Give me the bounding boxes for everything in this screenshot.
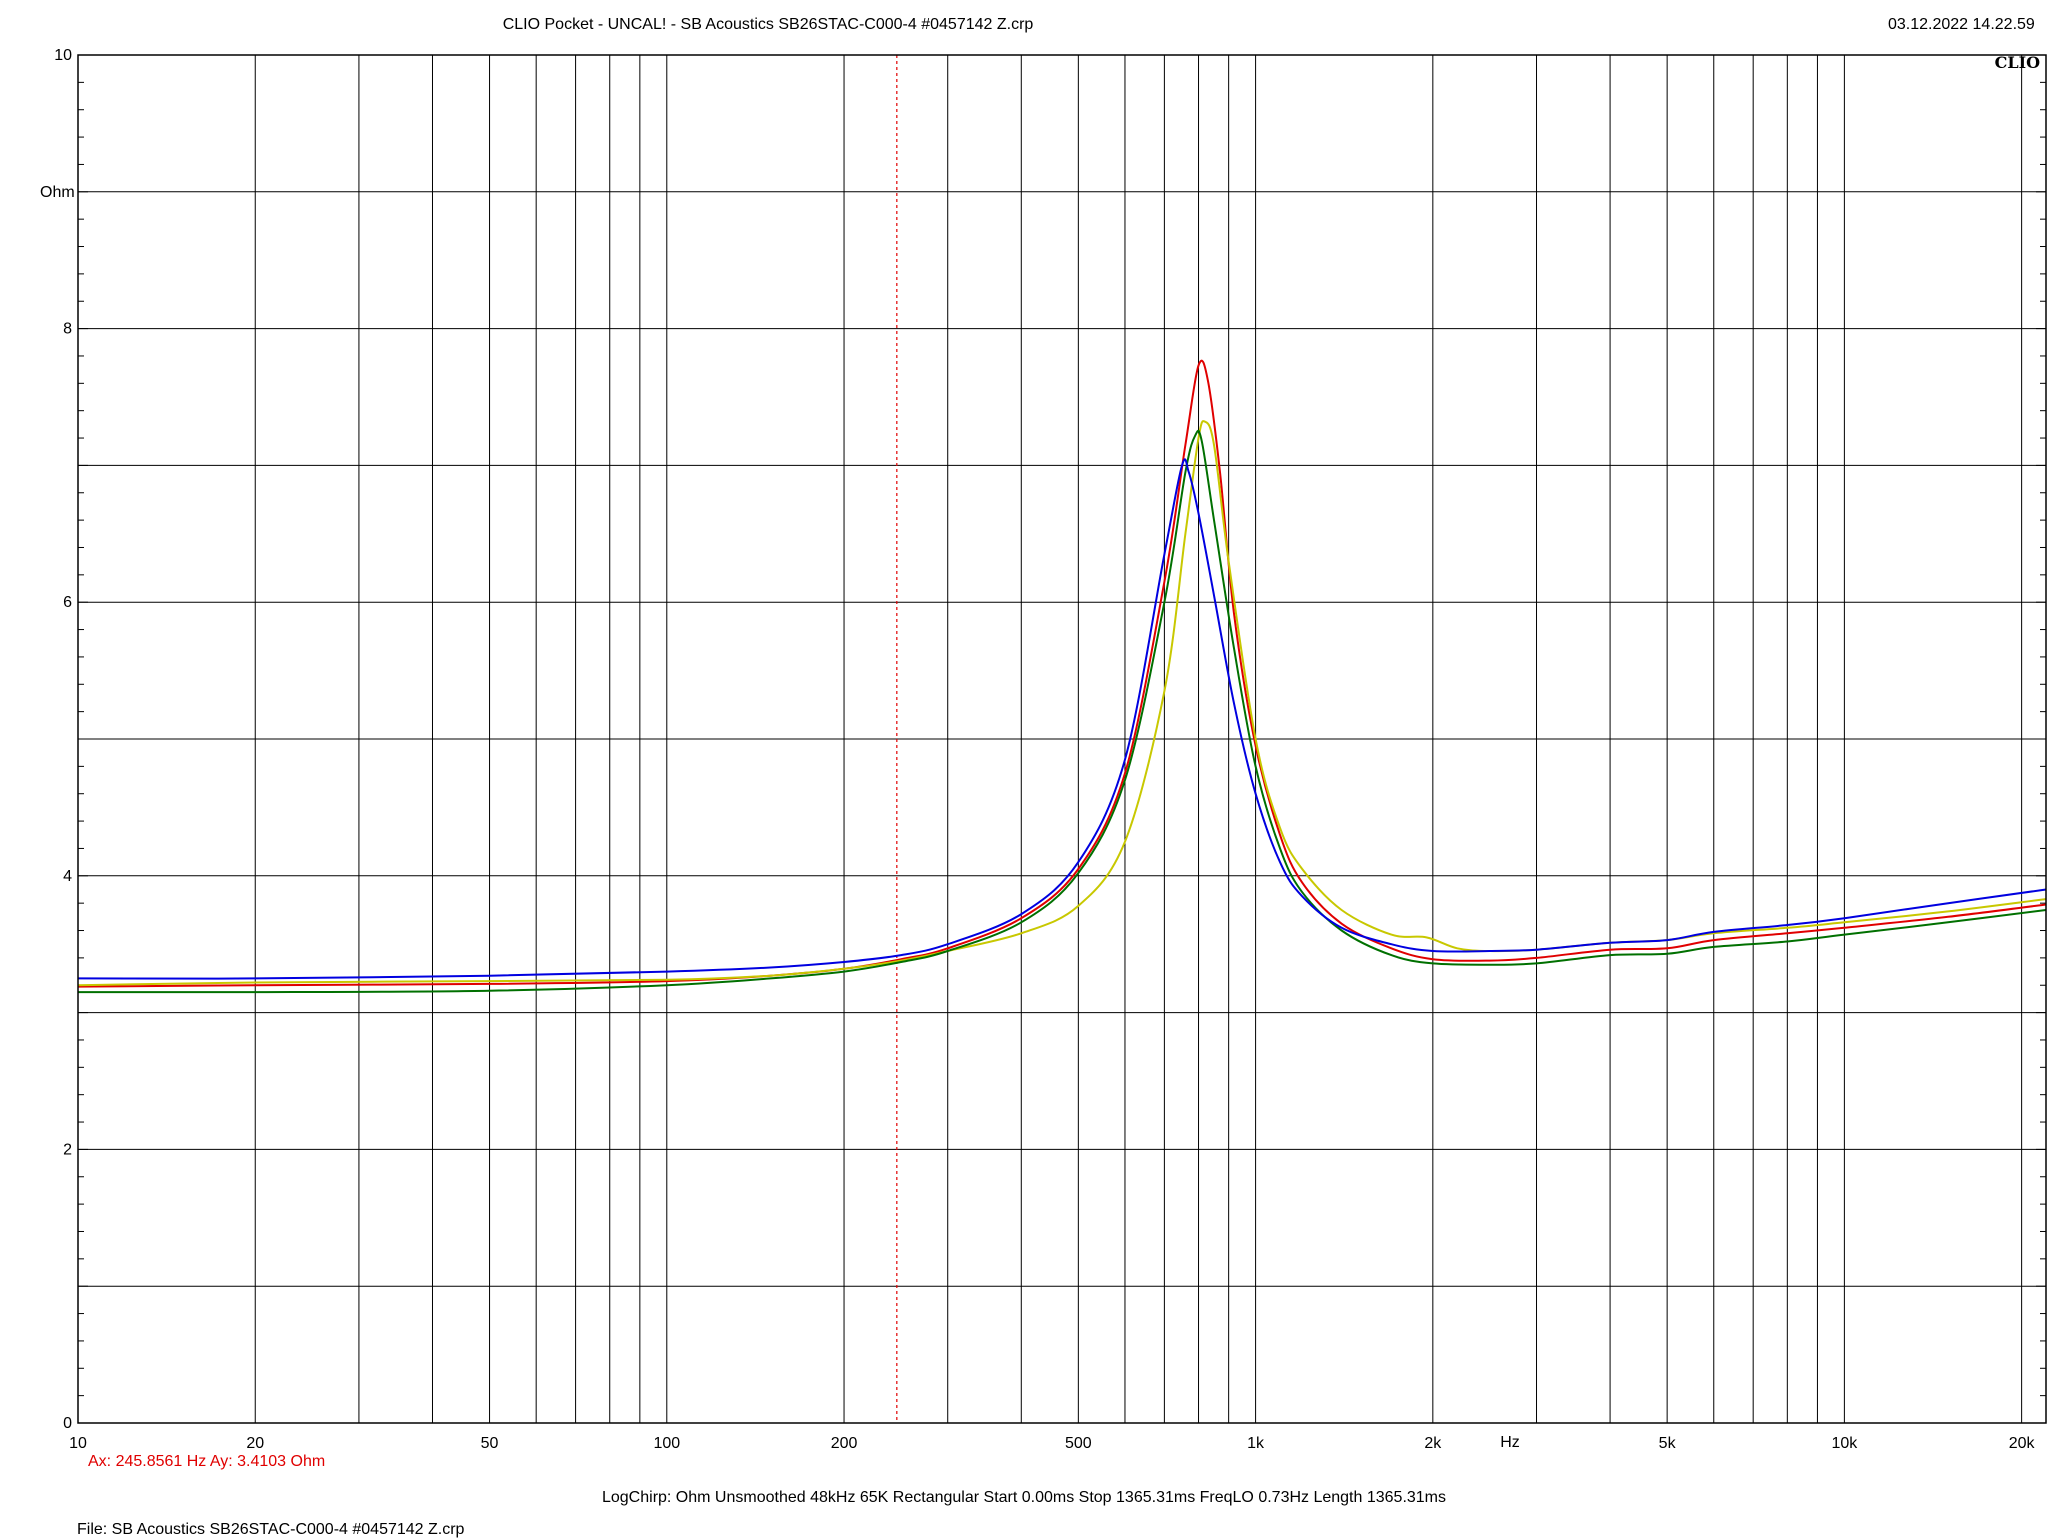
y-tick-label: 4 (63, 868, 72, 885)
x-tick-label: 200 (831, 1435, 858, 1452)
x-tick-label: 2k (1424, 1435, 1442, 1452)
y-axis-label: Ohm (40, 184, 75, 201)
ticks: 10 20 50 100 200 500 1k 2k 5k 10k 20k 0 2 4 6 8 10 (54, 47, 2046, 1452)
y-tick-label: 0 (63, 1415, 72, 1432)
series-line-3 (77, 429, 2047, 994)
y-tick-label: 6 (63, 594, 72, 611)
x-tick-label: 20 (246, 1435, 264, 1452)
grid (77, 54, 2046, 1424)
series (77, 359, 2047, 994)
y-tick-label: 2 (63, 1141, 72, 1158)
x-axis-label: Hz (1500, 1434, 1520, 1451)
measurement-settings: LogChirp: Ohm Unsmoothed 48kHz 65K Recta… (601, 1489, 1447, 1506)
file-name: File: SB Acoustics SB26STAC-C000-4 #0457… (77, 1521, 465, 1538)
x-tick-label: 1k (1247, 1435, 1265, 1452)
cursor-readout: Ax: 245.8561 Hz Ay: 3.4103 Ohm (88, 1453, 326, 1470)
x-tick-label: 50 (481, 1435, 499, 1452)
x-tick-label: 500 (1065, 1435, 1092, 1452)
x-tick-label: 20k (2009, 1435, 2036, 1452)
x-tick-label: 10k (1831, 1435, 1858, 1452)
x-tick-label: 100 (653, 1435, 680, 1452)
x-tick-label: 5k (1659, 1435, 1677, 1452)
chart-title: CLIO Pocket - UNCAL! - SB Acoustics SB26… (502, 16, 1034, 33)
plot-frame (77, 54, 2047, 1424)
x-tick-label: 10 (69, 1435, 87, 1452)
y-tick-label: 10 (54, 47, 72, 64)
clio-logo: CLIO (1995, 53, 2040, 72)
series-line-4 (77, 458, 2047, 980)
timestamp: 03.12.2022 14.22.59 (1888, 16, 2035, 33)
y-tick-label: 8 (63, 321, 72, 338)
